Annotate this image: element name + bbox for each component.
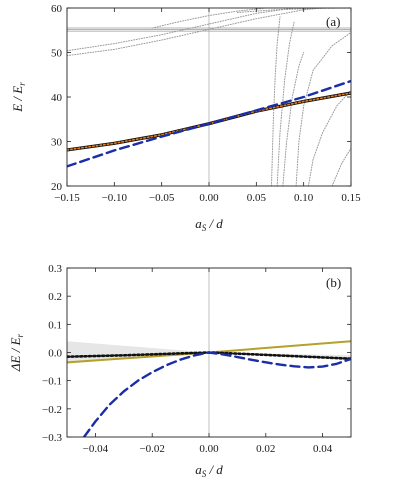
- y-tick-label: 40: [51, 92, 63, 104]
- panel-b: −0.04 −0.02 0.00 0.02 0.04 −0.3 −0.2 −0.1 0.0 0.1…: [8, 263, 352, 479]
- panel-label: (a): [326, 14, 340, 29]
- series-gray-dotted: [151, 8, 267, 29]
- x-tick-label: −0.15: [54, 192, 80, 204]
- x-tick-label: 0.02: [256, 443, 275, 455]
- y-axis-label: E / Er: [10, 82, 27, 113]
- x-tick-label: −0.02: [139, 443, 164, 455]
- y-tick-label: 60: [51, 3, 63, 15]
- series-gray-dotted: [307, 89, 351, 186]
- series-dashed-blue: [82, 351, 351, 437]
- x-tick-label: −0.10: [102, 192, 128, 204]
- series-gray-dotted: [295, 31, 351, 186]
- y-tick-label: 0.1: [48, 319, 62, 331]
- y-tick-label: 0.0: [48, 348, 62, 360]
- x-tick-label: 0.05: [247, 192, 267, 204]
- y-tick-label: 30: [51, 137, 63, 149]
- panel-label: (b): [326, 275, 341, 290]
- x-tick-label: 0.10: [294, 192, 314, 204]
- series-gray-dotted: [67, 8, 295, 52]
- y-tick-label: −0.1: [42, 376, 62, 388]
- panel-a: −0.15 −0.10 −0.05 0.00 0.05 0.10 0.15 20 30 40 50 6…: [10, 3, 361, 233]
- series-gray-dotted: [276, 20, 295, 186]
- y-tick-label: 0.2: [48, 291, 62, 303]
- series-gray-dotted: [282, 52, 305, 186]
- series-gray-dotted: [67, 8, 324, 57]
- plot-area: [67, 268, 351, 437]
- y-tick-label: −0.3: [42, 432, 62, 444]
- x-tick-label: 0.00: [199, 192, 219, 204]
- x-tick-label: 0.04: [313, 443, 333, 455]
- y-tick-label: −0.2: [42, 404, 62, 416]
- x-axis-label: aS / d: [195, 462, 223, 479]
- x-tick-label: 0.00: [199, 443, 219, 455]
- x-tick-label: 0.15: [341, 192, 361, 204]
- x-tick-label: −0.04: [83, 443, 109, 455]
- plot-area: [67, 8, 351, 186]
- y-tick-label: 50: [51, 48, 63, 60]
- x-axis-label: aS / d: [195, 216, 223, 233]
- x-tick-label: −0.05: [149, 192, 175, 204]
- y-tick-label: 20: [51, 181, 63, 193]
- series-gray-dotted: [270, 16, 281, 186]
- series-gray-dotted: [331, 147, 351, 186]
- y-axis-label: ΔE / Er: [8, 333, 25, 372]
- series-dashed-blue: [67, 79, 351, 168]
- y-tick-label: 0.3: [48, 263, 62, 275]
